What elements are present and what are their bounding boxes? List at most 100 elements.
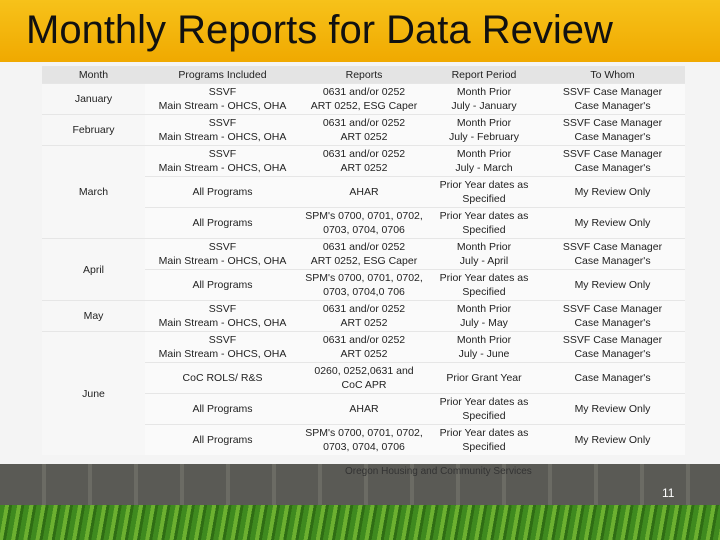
cell-line: ART 0252, ESG Caper — [310, 100, 418, 112]
month-cell: May — [42, 300, 145, 332]
cell-line: July - May — [460, 317, 508, 329]
table-row: March SSVF Main Stream - OHCS, OHA 0631 and… — [42, 145, 685, 239]
cell-line: My Review Only — [574, 217, 651, 229]
month-cell: April — [42, 238, 145, 301]
cell-line: July - June — [458, 348, 510, 360]
cell-line: 0703, 0704, 0706 — [323, 441, 405, 453]
table-cell: SSVF Main Stream - OHCS, OHA — [145, 331, 300, 363]
cell-line: All Programs — [192, 279, 253, 291]
cell-line: Month Prior — [456, 303, 512, 315]
table-cell: 0631 and/or 0252 ART 0252 — [300, 300, 428, 332]
title: Monthly Reports for Data Review — [26, 8, 613, 52]
cell-line: My Review Only — [574, 279, 651, 291]
cell-line: Case Manager's — [574, 100, 651, 112]
cell-line: 0703, 0704, 0706 — [323, 224, 405, 236]
cell-line: July - January — [451, 100, 517, 112]
cell-line: CoC APR — [341, 379, 387, 391]
table-cell: CoC ROLS/ R&S — [145, 362, 300, 394]
column-header: Programs Included — [145, 66, 300, 84]
table-cell: SSVF Case Manager Case Manager's — [540, 300, 685, 332]
table-cell: All Programs — [145, 269, 300, 301]
table-cell: Prior Year dates as Specified — [428, 393, 540, 425]
cell-line: Prior Year dates as — [439, 210, 529, 222]
cell-line: SSVF Case Manager — [562, 117, 663, 129]
cell-line: Prior Year dates as — [439, 272, 529, 284]
cell-line: Case Manager's — [574, 162, 651, 174]
cell-line: July - April — [459, 255, 509, 267]
cell-line: 0631 and/or 0252 — [322, 334, 406, 346]
table-cell: Prior Year dates as Specified — [428, 269, 540, 301]
table-cell: 0631 and/or 0252 ART 0252, ESG Caper — [300, 238, 428, 270]
page-number: 11 — [662, 486, 675, 500]
cell-line: Main Stream - OHCS, OHA — [158, 348, 287, 360]
cell-line: Specified — [462, 441, 506, 453]
table-cell: SSVF Case Manager Case Manager's — [540, 114, 685, 146]
table-row: January SSVF Main Stream - OHCS, OHA 0631 a… — [42, 83, 685, 115]
cell-line: SSVF — [208, 86, 237, 98]
table-cell: Prior Grant Year — [428, 362, 540, 394]
table-cell: Prior Year dates as Specified — [428, 207, 540, 239]
cell-line: ART 0252 — [340, 162, 388, 174]
cell-line: Main Stream - OHCS, OHA — [158, 100, 287, 112]
table-cell: My Review Only — [540, 207, 685, 239]
cell-line: 0631 and/or 0252 — [322, 241, 406, 253]
table-cell: 0631 and/or 0252 ART 0252 — [300, 331, 428, 363]
month-cell: March — [42, 145, 145, 239]
table-cell: All Programs — [145, 424, 300, 455]
cell-line: Case Manager's — [574, 348, 651, 360]
table-cell: SPM's 0700, 0701, 0702, 0703, 0704, 0706 — [300, 424, 428, 455]
month-cell: January — [42, 83, 145, 115]
cell-line: All Programs — [192, 434, 253, 446]
cell-line: CoC ROLS/ R&S — [182, 372, 263, 384]
cell-line: Prior Year dates as — [439, 396, 529, 408]
cell-line: ART 0252 — [340, 317, 388, 329]
report-table: Month Programs Included Reports Report Peri… — [42, 66, 685, 455]
cell-line: SPM's 0700, 0701, 0702, — [305, 272, 423, 284]
cell-line: Specified — [462, 193, 506, 205]
cell-line: 0631 and/or 0252 — [322, 86, 406, 98]
organization: Oregon Housing and Community Services — [345, 466, 532, 477]
cell-line: Month Prior — [456, 117, 512, 129]
table-cell: 0631 and/or 0252 ART 0252 — [300, 145, 428, 177]
cell-line: Prior Year dates as — [439, 179, 529, 191]
cell-line: Case Manager's — [574, 372, 651, 384]
table-cell: SSVF Main Stream - OHCS, OHA — [145, 238, 300, 270]
cell-line: SSVF Case Manager — [562, 241, 663, 253]
cell-line: Main Stream - OHCS, OHA — [158, 317, 287, 329]
cell-line: 0703, 0704,0 706 — [323, 286, 405, 298]
cell-line: All Programs — [192, 403, 253, 415]
table-cell: All Programs — [145, 176, 300, 208]
table-cell: SSVF Case Manager Case Manager's — [540, 238, 685, 270]
cell-line: Case Manager's — [574, 317, 651, 329]
table-cell: Prior Year dates as Specified — [428, 176, 540, 208]
table-body: January SSVF Main Stream - OHCS, OHA 0631 a… — [42, 83, 685, 455]
cell-line: ART 0252 — [340, 131, 388, 143]
cell-line: 0260, 0252,0631 and — [314, 365, 414, 377]
table-cell: SSVF Main Stream - OHCS, OHA — [145, 83, 300, 115]
cell-line: Case Manager's — [574, 255, 651, 267]
cell-line: Specified — [462, 224, 506, 236]
table-cell: Month Prior July - March — [428, 145, 540, 177]
cell-line: SSVF Case Manager — [562, 303, 663, 315]
cell-line: ART 0252, ESG Caper — [310, 255, 418, 267]
month-cell: February — [42, 114, 145, 146]
header-row: Month Programs Included Reports Report Peri… — [42, 66, 685, 84]
cell-line: Prior Year dates as — [439, 427, 529, 439]
column-header: Month — [42, 66, 145, 84]
table-cell: Prior Year dates as Specified — [428, 424, 540, 455]
cell-line: Month Prior — [456, 334, 512, 346]
cell-line: Month Prior — [456, 241, 512, 253]
table-cell: SSVF Case Manager Case Manager's — [540, 331, 685, 363]
column-header: Report Period — [428, 66, 540, 84]
cell-line: Specified — [462, 410, 506, 422]
table-row: All Programs AHAR Prior Year dates as Speci… — [42, 393, 685, 425]
cell-line: Month Prior — [456, 86, 512, 98]
table-row: May SSVF Main Stream - OHCS, OHA 0631 and/o… — [42, 300, 685, 332]
cell-line: 0631 and/or 0252 — [322, 303, 406, 315]
column-header: Reports — [300, 66, 428, 84]
table-cell: AHAR — [300, 393, 428, 425]
cell-line: Prior Grant Year — [446, 372, 522, 384]
cell-line: SSVF Case Manager — [562, 148, 663, 160]
cell-line: SPM's 0700, 0701, 0702, — [305, 210, 423, 222]
